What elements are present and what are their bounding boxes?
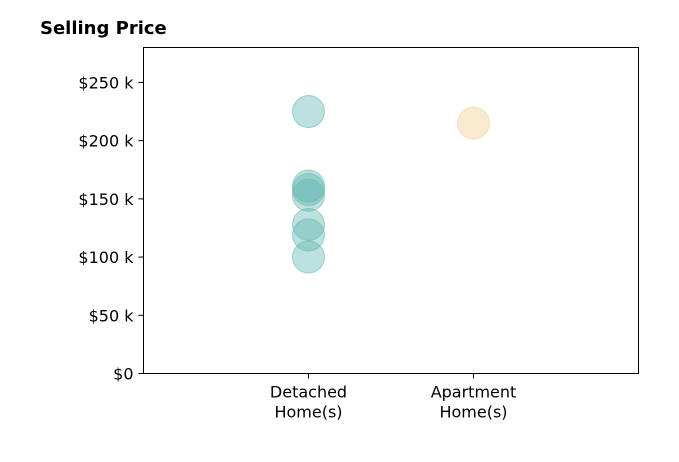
y-tick-label: $0 bbox=[113, 365, 133, 384]
y-tick-label: $150 k bbox=[78, 190, 134, 209]
x-tick-label: Detached Home(s) bbox=[270, 383, 347, 422]
data-point bbox=[292, 178, 325, 212]
data-point bbox=[292, 240, 325, 274]
chart-title: Selling Price bbox=[40, 18, 167, 39]
data-point bbox=[292, 207, 325, 241]
x-tick-label-line: Apartment bbox=[431, 383, 517, 402]
data-point bbox=[292, 95, 325, 129]
x-tick-label-line: Home(s) bbox=[439, 403, 507, 422]
y-axis: $0 $50 k $100 k $150 k $200 k $250 k bbox=[78, 73, 144, 384]
data-point bbox=[457, 106, 490, 140]
y-tick-label: $200 k bbox=[78, 132, 134, 151]
y-tick-label: $100 k bbox=[78, 248, 134, 267]
y-tick-label: $250 k bbox=[78, 73, 134, 92]
x-tick-label: Apartment Home(s) bbox=[431, 383, 517, 422]
plot-area-frame bbox=[143, 47, 639, 374]
x-tick-label-line: Detached bbox=[270, 383, 347, 402]
data-points bbox=[292, 95, 490, 274]
x-axis: Detached Home(s)Apartment Home(s) bbox=[270, 373, 517, 422]
x-tick-label-line: Home(s) bbox=[274, 403, 342, 422]
y-tick-label: $50 k bbox=[89, 306, 135, 325]
